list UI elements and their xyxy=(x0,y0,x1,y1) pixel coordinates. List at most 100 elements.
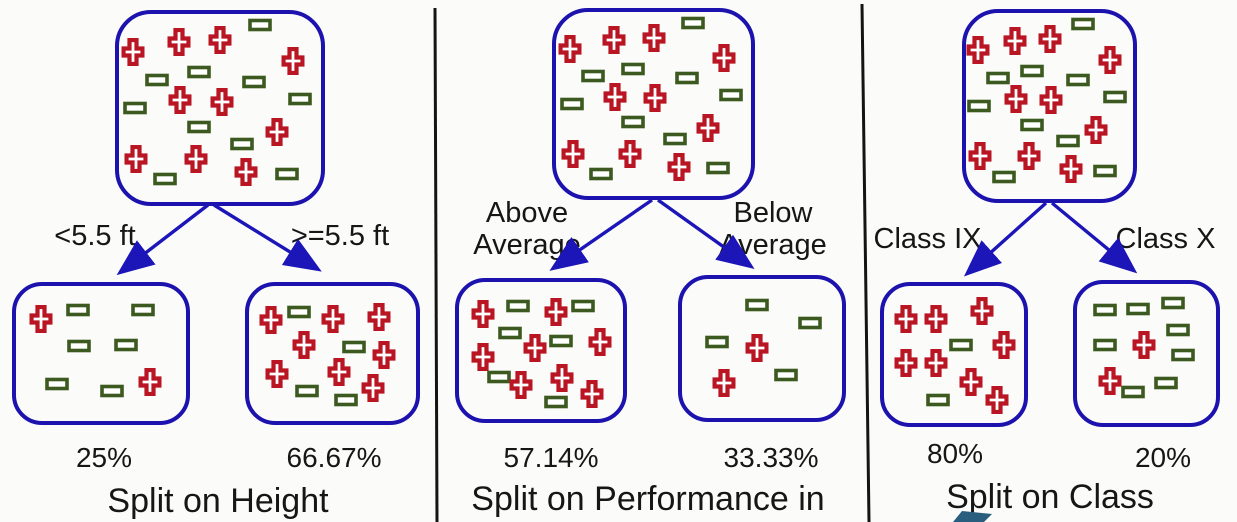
plus-marker-icon xyxy=(138,367,162,396)
plus-marker-icon xyxy=(265,359,289,388)
minus-marker-icon xyxy=(1103,90,1128,103)
minus-marker-icon xyxy=(153,173,178,186)
branch-label-right: Class X xyxy=(1115,223,1216,255)
plus-marker-icon xyxy=(1003,26,1027,55)
minus-marker-icon xyxy=(287,306,311,319)
plus-marker-icon xyxy=(985,385,1009,414)
left-percent-label: 25% xyxy=(75,442,133,473)
plus-marker-icon xyxy=(745,333,769,363)
plus-marker-icon xyxy=(1037,24,1062,54)
plus-marker-icon xyxy=(259,305,283,334)
panel-title: Split on Height xyxy=(107,482,329,520)
minus-marker-icon xyxy=(497,326,522,340)
minus-marker-icon xyxy=(230,137,255,151)
minus-marker-icon xyxy=(1056,135,1080,148)
minus-marker-icon xyxy=(123,101,147,115)
root-node xyxy=(962,9,1137,203)
minus-marker-icon xyxy=(589,167,613,181)
plus-marker-icon xyxy=(959,367,983,396)
right-percent-label: 66.67% xyxy=(286,442,382,473)
minus-marker-icon xyxy=(621,62,645,76)
plus-marker-icon xyxy=(264,118,289,147)
minus-marker-icon xyxy=(44,377,69,391)
minus-marker-icon xyxy=(67,340,91,353)
plus-marker-icon xyxy=(124,144,148,173)
minus-marker-icon xyxy=(1092,304,1117,317)
plus-marker-icon xyxy=(281,46,305,76)
minus-marker-icon xyxy=(1120,386,1145,399)
plus-marker-icon xyxy=(618,139,642,168)
plus-marker-icon xyxy=(924,348,948,377)
minus-marker-icon xyxy=(1020,118,1044,131)
minus-marker-icon xyxy=(967,99,992,113)
branch-label-left: <5.5 ft xyxy=(54,220,136,252)
right-percent-label: 20% xyxy=(1134,442,1192,473)
minus-marker-icon xyxy=(559,97,584,111)
plus-marker-icon xyxy=(372,340,396,369)
plus-marker-icon xyxy=(523,334,547,363)
branch-label-right: Below Average xyxy=(719,197,827,261)
minus-marker-icon xyxy=(985,71,1010,85)
minus-marker-icon xyxy=(114,339,138,352)
plus-marker-icon xyxy=(970,296,994,325)
root-node xyxy=(552,8,755,200)
plus-marker-icon xyxy=(602,82,627,111)
minus-marker-icon xyxy=(581,70,605,83)
minus-marker-icon xyxy=(342,341,367,354)
minus-marker-icon xyxy=(674,71,699,85)
left-child-node xyxy=(880,282,1028,427)
minus-marker-icon xyxy=(797,317,822,330)
plus-marker-icon xyxy=(167,86,192,115)
minus-marker-icon xyxy=(680,16,705,30)
plus-marker-icon xyxy=(580,380,605,409)
plus-marker-icon xyxy=(667,152,691,181)
branch-label-left: Class IX xyxy=(873,223,982,255)
plus-marker-icon xyxy=(166,28,191,57)
minus-marker-icon xyxy=(621,116,645,129)
plus-marker-icon xyxy=(1017,142,1042,171)
plus-marker-icon xyxy=(367,302,391,332)
minus-marker-icon xyxy=(926,393,950,407)
plus-marker-icon xyxy=(550,364,574,393)
minus-marker-icon xyxy=(1092,338,1117,352)
panel-divider xyxy=(860,3,871,522)
minus-marker-icon xyxy=(1071,17,1095,31)
right-child-node xyxy=(1073,280,1220,427)
branch-label-left: Above Average xyxy=(473,197,581,261)
minus-marker-icon xyxy=(295,384,320,398)
minus-marker-icon xyxy=(1161,297,1185,310)
plus-marker-icon xyxy=(588,328,612,357)
minus-marker-icon xyxy=(663,132,687,146)
plus-marker-icon xyxy=(29,304,53,334)
plus-marker-icon xyxy=(1132,331,1156,360)
plus-marker-icon xyxy=(234,157,258,187)
branch-label-right: >=5.5 ft xyxy=(290,220,390,252)
plus-marker-icon xyxy=(1059,155,1083,184)
plus-marker-icon xyxy=(894,304,918,333)
minus-marker-icon xyxy=(334,393,358,407)
panel-title: Split on Performance in Class xyxy=(471,480,825,522)
minus-marker-icon xyxy=(1166,323,1191,337)
plus-marker-icon xyxy=(966,36,990,65)
plus-marker-icon xyxy=(894,348,918,377)
plus-marker-icon xyxy=(992,330,1016,360)
plus-marker-icon xyxy=(210,88,234,117)
left-child-node xyxy=(455,278,627,423)
minus-marker-icon xyxy=(1020,64,1044,77)
left-percent-label: 57.14% xyxy=(503,442,599,473)
minus-marker-icon xyxy=(705,336,729,349)
plus-marker-icon xyxy=(208,26,232,55)
right-child-node xyxy=(678,275,846,422)
minus-marker-icon xyxy=(100,384,125,398)
root-node xyxy=(115,10,325,206)
plus-marker-icon xyxy=(184,144,208,173)
minus-marker-icon xyxy=(66,303,90,317)
plus-marker-icon xyxy=(1004,84,1028,113)
plus-marker-icon xyxy=(1039,86,1063,115)
left-percent-label: 80% xyxy=(926,438,984,469)
plus-marker-icon xyxy=(121,37,145,66)
panel-divider xyxy=(433,7,439,522)
minus-marker-icon xyxy=(992,170,1017,183)
minus-marker-icon xyxy=(274,167,299,181)
